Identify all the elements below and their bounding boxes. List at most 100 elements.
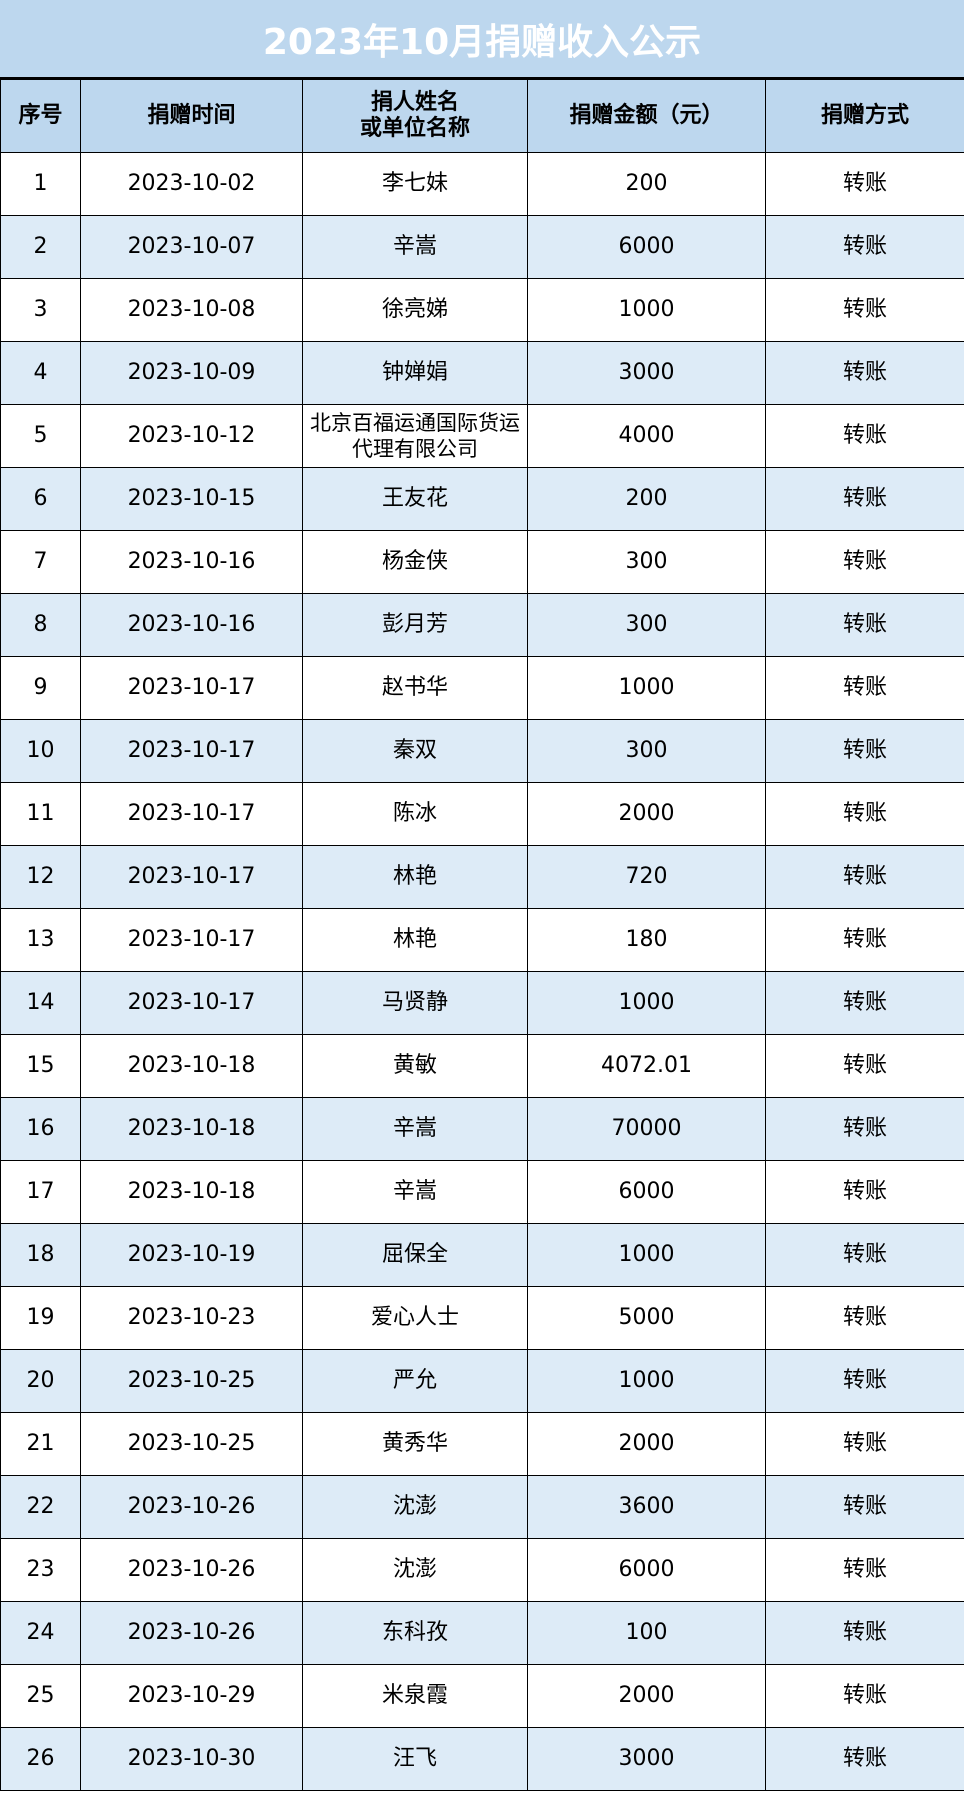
cell-col-donor: 钟婵娟 [302, 341, 528, 405]
cell-col-index: 19 [0, 1286, 81, 1350]
cell-col-date: 2023-10-18 [80, 1160, 303, 1224]
cell-col-amount: 300 [527, 593, 766, 657]
cell-col-amount: 300 [527, 530, 766, 594]
cell-col-method: 转账 [765, 1160, 964, 1224]
table-row: 11 2023-10-17 陈冰 2000 转账 [0, 782, 964, 846]
cell-col-amount: 3000 [527, 1727, 766, 1791]
cell-col-index: 13 [0, 908, 81, 972]
cell-col-index: 10 [0, 719, 81, 783]
header-col-index: 序号 [0, 79, 81, 153]
cell-col-donor: 林艳 [302, 845, 528, 909]
cell-col-amount: 1000 [527, 656, 766, 720]
cell-col-date: 2023-10-17 [80, 971, 303, 1035]
cell-col-index: 23 [0, 1538, 81, 1602]
cell-col-date: 2023-10-17 [80, 719, 303, 783]
cell-col-method: 转账 [765, 1349, 964, 1413]
cell-col-amount: 1000 [527, 1223, 766, 1287]
cell-col-amount: 3600 [527, 1475, 766, 1539]
cell-col-donor: 汪飞 [302, 1727, 528, 1791]
cell-col-index: 2 [0, 215, 81, 279]
table-row: 7 2023-10-16 杨金侠 300 转账 [0, 530, 964, 594]
cell-col-amount: 1000 [527, 971, 766, 1035]
cell-col-method: 转账 [765, 593, 964, 657]
cell-col-amount: 300 [527, 719, 766, 783]
cell-col-method: 转账 [765, 1034, 964, 1098]
table-row: 17 2023-10-18 辛嵩 6000 转账 [0, 1160, 964, 1224]
cell-col-amount: 4000 [527, 404, 766, 468]
header-col-donor: 捐人姓名 或单位名称 [302, 79, 528, 153]
cell-col-amount: 2000 [527, 782, 766, 846]
cell-col-amount: 6000 [527, 1160, 766, 1224]
table-row: 12 2023-10-17 林艳 720 转账 [0, 845, 964, 909]
cell-col-date: 2023-10-29 [80, 1664, 303, 1728]
cell-col-amount: 3000 [527, 341, 766, 405]
cell-col-method: 转账 [765, 656, 964, 720]
table-row: 10 2023-10-17 秦双 300 转账 [0, 719, 964, 783]
cell-col-method: 转账 [765, 530, 964, 594]
cell-col-method: 转账 [765, 467, 964, 531]
table-row: 14 2023-10-17 马贤静 1000 转账 [0, 971, 964, 1035]
cell-col-donor: 沈澎 [302, 1538, 528, 1602]
cell-col-method: 转账 [765, 1412, 964, 1476]
table-row: 25 2023-10-29 米泉霞 2000 转账 [0, 1664, 964, 1728]
cell-col-index: 17 [0, 1160, 81, 1224]
page-title: 2023年10月捐赠收入公示 [0, 0, 964, 79]
cell-col-amount: 200 [527, 152, 766, 216]
cell-col-index: 8 [0, 593, 81, 657]
cell-col-index: 11 [0, 782, 81, 846]
cell-col-donor: 米泉霞 [302, 1664, 528, 1728]
cell-col-amount: 70000 [527, 1097, 766, 1161]
cell-col-donor: 辛嵩 [302, 1097, 528, 1161]
table-row: 24 2023-10-26 东科孜 100 转账 [0, 1601, 964, 1665]
cell-col-amount: 6000 [527, 215, 766, 279]
cell-col-donor: 黄秀华 [302, 1412, 528, 1476]
cell-col-method: 转账 [765, 152, 964, 216]
table-row: 26 2023-10-30 汪飞 3000 转账 [0, 1727, 964, 1791]
cell-col-donor: 屈保全 [302, 1223, 528, 1287]
cell-col-donor: 王友花 [302, 467, 528, 531]
cell-col-index: 12 [0, 845, 81, 909]
cell-col-date: 2023-10-23 [80, 1286, 303, 1350]
cell-col-donor: 辛嵩 [302, 215, 528, 279]
cell-col-donor: 辛嵩 [302, 1160, 528, 1224]
cell-col-index: 24 [0, 1601, 81, 1665]
table-row: 1 2023-10-02 李七妹 200 转账 [0, 152, 964, 216]
cell-col-donor: 彭月芳 [302, 593, 528, 657]
cell-col-date: 2023-10-15 [80, 467, 303, 531]
table-row: 21 2023-10-25 黄秀华 2000 转账 [0, 1412, 964, 1476]
cell-col-index: 9 [0, 656, 81, 720]
cell-col-date: 2023-10-26 [80, 1538, 303, 1602]
cell-col-index: 5 [0, 404, 81, 468]
cell-col-date: 2023-10-17 [80, 845, 303, 909]
cell-col-method: 转账 [765, 215, 964, 279]
cell-col-donor: 李七妹 [302, 152, 528, 216]
cell-col-method: 转账 [765, 341, 964, 405]
cell-col-method: 转账 [765, 1097, 964, 1161]
cell-col-donor: 北京百福运通国际货运代理有限公司 [302, 404, 528, 468]
cell-col-index: 25 [0, 1664, 81, 1728]
table-row: 15 2023-10-18 黄敏 4072.01 转账 [0, 1034, 964, 1098]
cell-col-date: 2023-10-19 [80, 1223, 303, 1287]
table-row: 22 2023-10-26 沈澎 3600 转账 [0, 1475, 964, 1539]
cell-col-donor: 秦双 [302, 719, 528, 783]
table-row: 23 2023-10-26 沈澎 6000 转账 [0, 1538, 964, 1602]
cell-col-index: 14 [0, 971, 81, 1035]
cell-col-index: 21 [0, 1412, 81, 1476]
cell-col-amount: 6000 [527, 1538, 766, 1602]
cell-col-index: 4 [0, 341, 81, 405]
cell-col-method: 转账 [765, 782, 964, 846]
cell-col-index: 18 [0, 1223, 81, 1287]
table-row: 13 2023-10-17 林艳 180 转账 [0, 908, 964, 972]
cell-col-date: 2023-10-17 [80, 782, 303, 846]
cell-col-method: 转账 [765, 719, 964, 783]
cell-col-method: 转账 [765, 1727, 964, 1791]
cell-col-index: 26 [0, 1727, 81, 1791]
cell-col-donor: 徐亮娣 [302, 278, 528, 342]
header-col-date: 捐赠时间 [80, 79, 303, 153]
cell-col-date: 2023-10-12 [80, 404, 303, 468]
cell-col-date: 2023-10-30 [80, 1727, 303, 1791]
cell-col-donor: 沈澎 [302, 1475, 528, 1539]
cell-col-date: 2023-10-18 [80, 1034, 303, 1098]
cell-col-donor: 林艳 [302, 908, 528, 972]
cell-col-donor: 东科孜 [302, 1601, 528, 1665]
